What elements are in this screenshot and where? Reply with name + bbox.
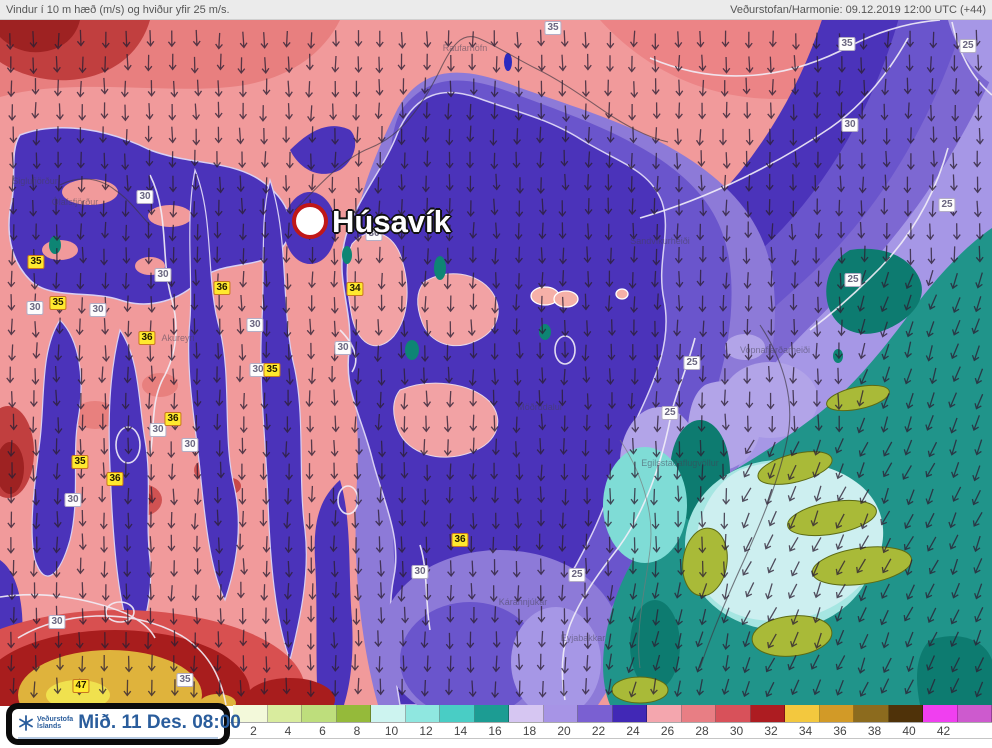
legend-swatch [233, 705, 268, 722]
legend-tick-value: 42 [936, 724, 951, 738]
legend-tick-value: 20 [557, 724, 571, 738]
wind-speed-legend [233, 705, 992, 722]
legend-swatch [750, 705, 785, 722]
legend-swatch [785, 705, 820, 722]
header-bar: Vindur í 10 m hæð (m/s) og hviður yfir 2… [0, 0, 992, 20]
legend-swatch [543, 705, 578, 722]
legend-swatch [923, 705, 958, 722]
valid-time-box: Veðurstofa Íslands Mið. 11 Des. 08:00 [6, 703, 241, 745]
legend-tick-value: 26 [660, 724, 675, 738]
legend-tick-value: 24 [626, 724, 640, 738]
wind-map-svg [0, 20, 992, 706]
legend-tick-value: 16 [488, 724, 502, 738]
legend-tick-value: 40 [902, 724, 916, 738]
legend-tick-value: 18 [522, 724, 537, 738]
legend-swatch [957, 705, 992, 722]
legend-tick-value: 22 [591, 724, 606, 738]
legend-swatch [681, 705, 716, 722]
map-title: Vindur í 10 m hæð (m/s) og hviður yfir 2… [6, 3, 230, 16]
legend-swatch [267, 705, 302, 722]
legend-swatch [474, 705, 509, 722]
legend-swatch [405, 705, 440, 722]
legend-tick-value: 6 [319, 724, 326, 738]
legend-swatch [854, 705, 889, 722]
legend-tick-value: 8 [353, 724, 361, 738]
legend-tick-value: 38 [867, 724, 882, 738]
legend-swatch [612, 705, 647, 722]
legend-tick-value: 28 [695, 724, 709, 738]
legend-swatch [716, 705, 751, 722]
org-name-line2: Íslands [37, 723, 62, 730]
snowflake-logo-icon [19, 715, 33, 731]
met-office-logo: Veðurstofa Íslands [18, 715, 73, 731]
legend-swatch [371, 705, 406, 722]
legend-tick-value: 12 [419, 724, 433, 738]
legend-tick-value: 36 [833, 724, 847, 738]
legend-tick-value: 14 [453, 724, 468, 738]
legend-swatch [578, 705, 613, 722]
legend-swatch [302, 705, 337, 722]
legend-swatch [647, 705, 682, 722]
legend-tick-value: 2 [250, 724, 257, 738]
model-run-info: Veðurstofan/Harmonie: 09.12.2019 12:00 U… [730, 3, 986, 16]
legend-swatch [819, 705, 854, 722]
legend-swatch [440, 705, 475, 722]
valid-datetime: Mið. 11 Des. 08:00 [78, 712, 241, 733]
legend-swatch [509, 705, 544, 722]
legend-swatch [336, 705, 371, 722]
legend-swatch [888, 705, 923, 722]
legend-tick-value: 34 [798, 724, 813, 738]
org-name-line1: Veðurstofa [37, 716, 74, 723]
wind-speed-legend-scale: 2 4 6 8 10 12 14 16 18 20 22 24 26 28 30 32 34 36 38 40 42 [226, 722, 992, 739]
legend-tick-value: 10 [384, 724, 399, 738]
legend-tick-value: 30 [729, 724, 744, 738]
legend-tick-value: 32 [764, 724, 778, 738]
legend-tick-value: 4 [284, 724, 292, 738]
